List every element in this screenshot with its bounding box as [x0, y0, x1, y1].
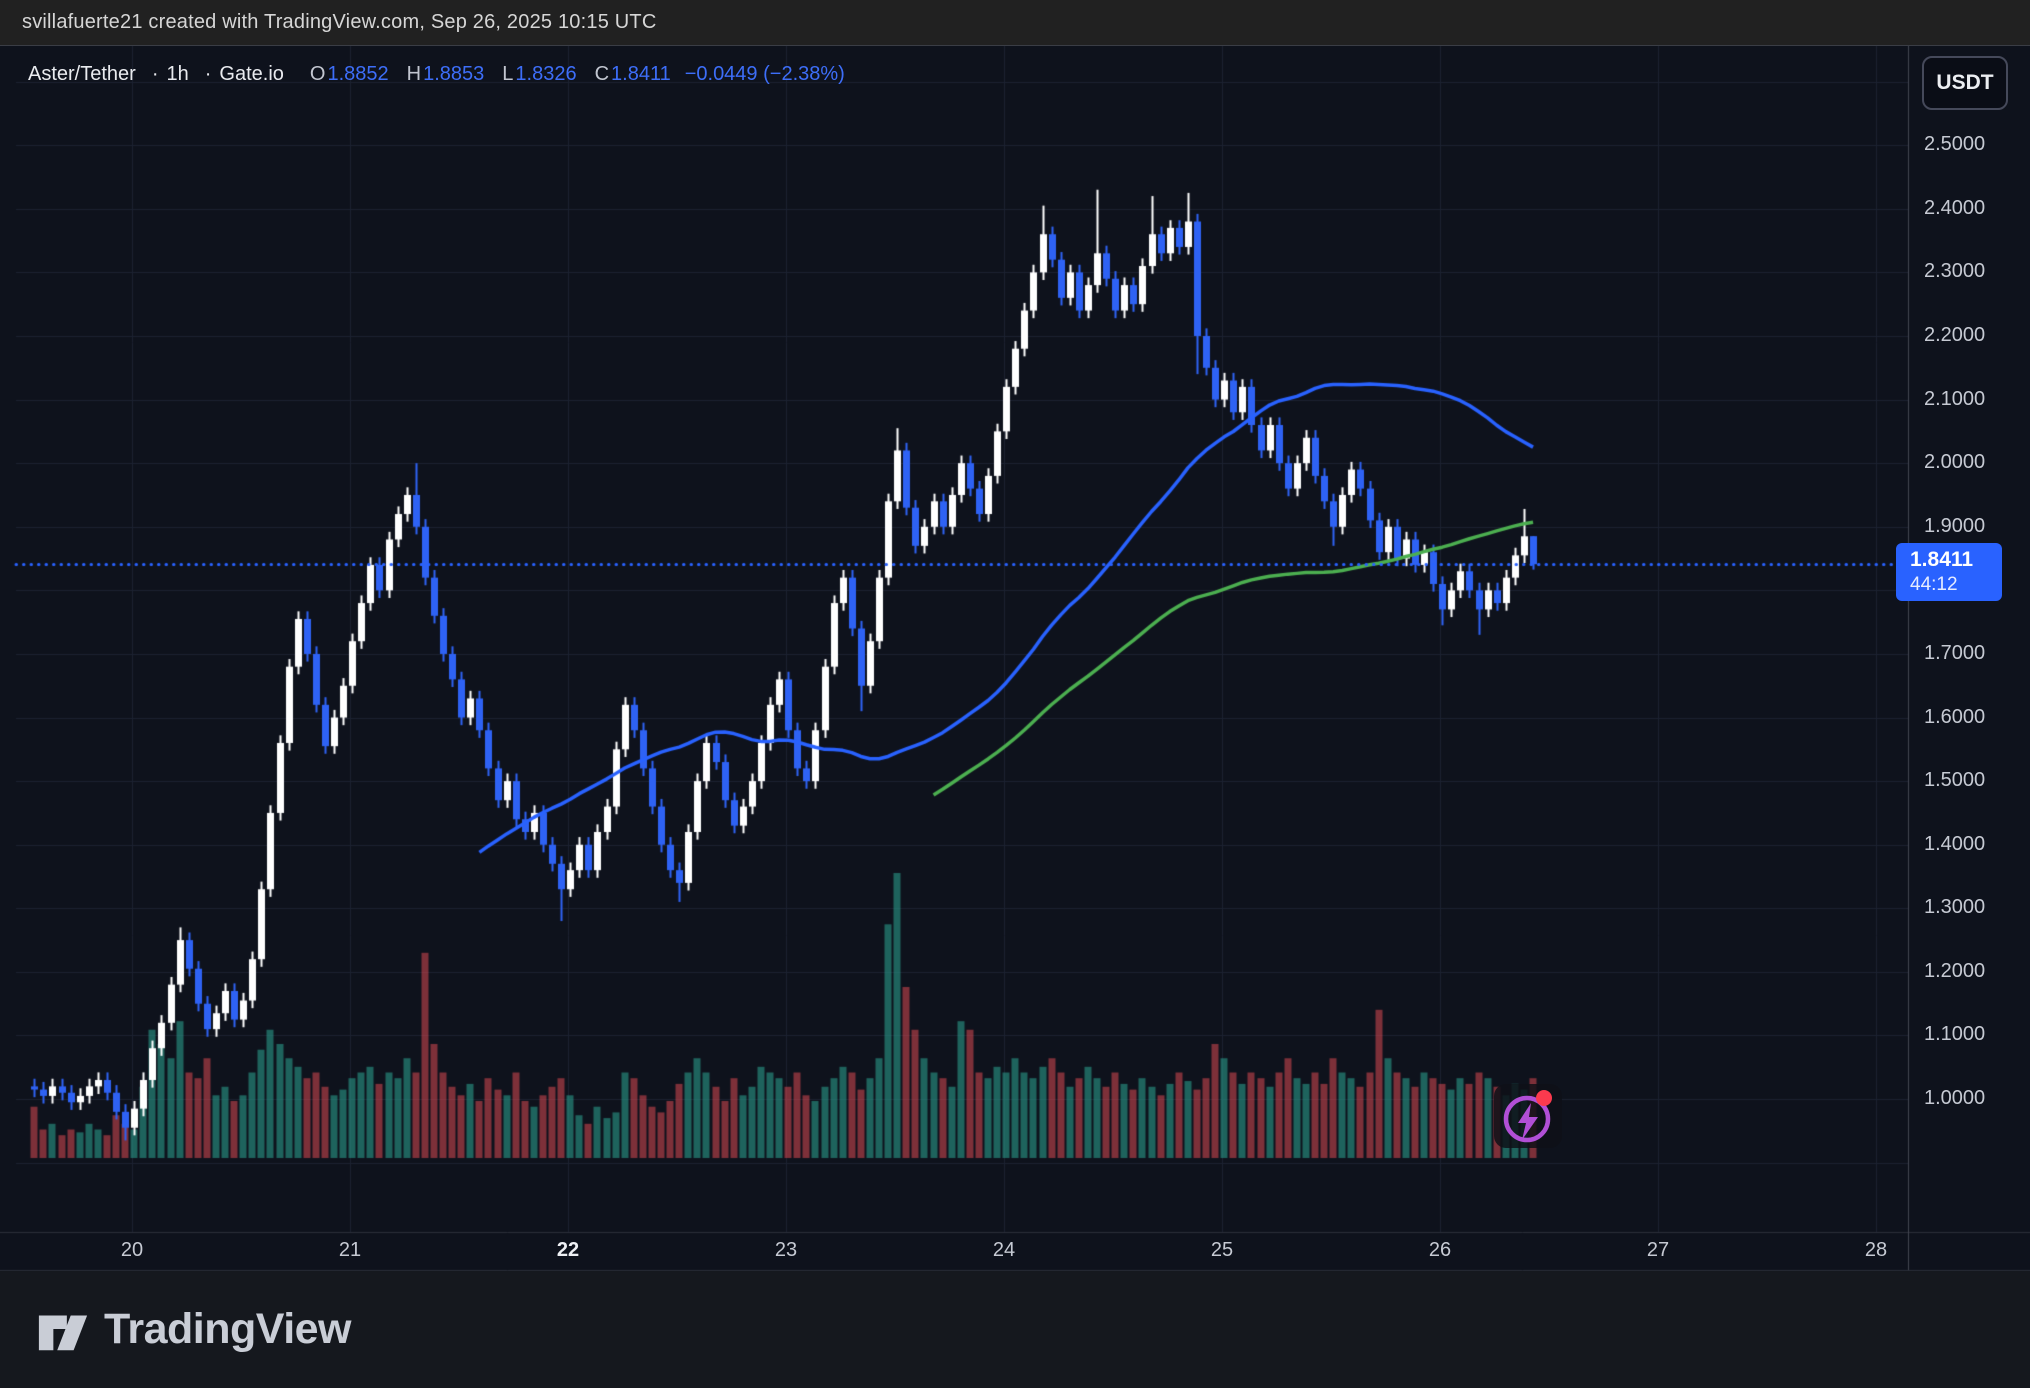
ohlc-high: H 1.8853: [406, 62, 485, 85]
symbol-legend: Aster/Tether · 1h · Gate.io O 1.8852 H 1.8…: [28, 60, 845, 88]
ohlc-close: C 1.8411: [594, 62, 671, 85]
time-axis[interactable]: 20 21 22 23 24 25 26 27 28: [0, 1232, 2030, 1270]
notification-dot: [1536, 1090, 1552, 1106]
boost-reaction-button[interactable]: [1494, 1084, 1562, 1148]
time-tick-label: 25: [1210, 1239, 1234, 1261]
price-tick-label: 1.7000: [1924, 641, 1986, 664]
currency-usdt-button[interactable]: USDT: [1922, 56, 2008, 110]
legend-separator: ·: [151, 62, 159, 85]
price-tick-label: 1.1000: [1924, 1023, 1986, 1046]
time-tick-label: 20: [120, 1239, 144, 1261]
last-price-label: 1.8411 44:12: [1896, 543, 2002, 602]
price-tick-label: 1.4000: [1924, 832, 1986, 855]
time-tick-label: 28: [1864, 1239, 1888, 1261]
interval-label: 1h: [166, 62, 189, 85]
price-tick-label: 2.5000: [1924, 133, 1986, 156]
bar-countdown: 44:12: [1910, 574, 1958, 596]
ohlc-open: O 1.8852: [309, 62, 389, 85]
last-price-value: 1.8411: [1910, 548, 1974, 572]
symbol-name: Aster/Tether: [28, 62, 136, 85]
price-tick-label: 1.3000: [1924, 896, 1986, 919]
exchange-label: Gate.io: [219, 62, 284, 85]
time-tick-label: 23: [774, 1239, 798, 1261]
price-scale[interactable]: 2.5000 2.4000 2.3000 2.2000 2.1000 2.0000 1.90…: [1908, 46, 2030, 1232]
price-tick-label: 1.9000: [1924, 514, 1986, 537]
price-change: −0.0449 (−2.38%): [684, 62, 845, 85]
price-tick-label: 1.2000: [1924, 959, 1986, 982]
price-tick-label: 1.6000: [1924, 705, 1986, 728]
tradingview-wordmark: TradingView: [104, 1305, 352, 1353]
attribution-text: svillafuerte21 created with TradingView.…: [22, 11, 657, 33]
attribution-bar: svillafuerte21 created with TradingView.…: [0, 0, 2030, 46]
footer-bar: TradingView: [0, 1271, 2030, 1388]
price-tick-label: 1.5000: [1924, 769, 1986, 792]
price-tick-label: 2.2000: [1924, 323, 1986, 346]
price-tick-label: 2.0000: [1924, 451, 1986, 474]
price-tick-label: 1.0000: [1924, 1087, 1986, 1110]
price-tick-label: 2.1000: [1924, 387, 1986, 410]
time-tick-label: 24: [992, 1239, 1016, 1261]
time-tick-label: 27: [1646, 1239, 1670, 1261]
time-tick-label: 26: [1428, 1239, 1452, 1261]
tradingview-logo[interactable]: TradingView: [36, 1303, 352, 1357]
tradingview-logo-icon: [38, 1315, 88, 1350]
legend-separator: ·: [204, 62, 212, 85]
time-tick-label: 21: [338, 1239, 362, 1261]
ohlc-low: L 1.8326: [502, 62, 577, 85]
time-tick-label: 22: [556, 1239, 580, 1261]
price-tick-label: 2.3000: [1924, 260, 1986, 283]
lightning-boost-icon: [1503, 1090, 1552, 1143]
price-tick-label: 2.4000: [1924, 196, 1986, 219]
